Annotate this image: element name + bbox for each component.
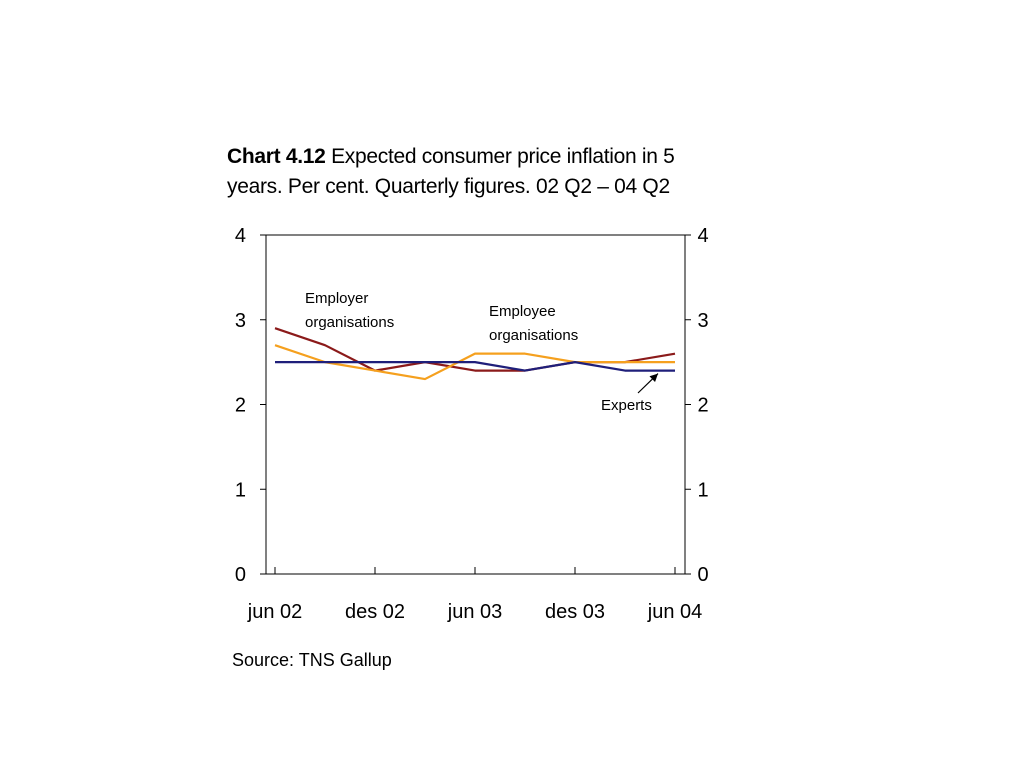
- y-tick-label-left: 0: [235, 564, 246, 586]
- chart-series: [274, 327, 676, 381]
- y-tick-label-left: 1: [235, 479, 246, 501]
- y-tick-label-right: 0: [697, 564, 708, 586]
- y-tick-label-left: 3: [235, 310, 246, 332]
- chart-number: Chart 4.12: [227, 145, 326, 168]
- series-line-experts: [275, 361, 675, 372]
- annotation-experts: Experts: [601, 397, 652, 414]
- y-tick-label-right: 2: [697, 395, 708, 417]
- annotation-employer: Employer organisations: [305, 290, 394, 331]
- y-tick-label-right: 3: [697, 310, 708, 332]
- annotation-employee-line: Employee: [489, 303, 556, 320]
- chart-title-text: Expected consumer price inflation in 5 y…: [227, 145, 675, 198]
- y-tick-label-right: 1: [697, 479, 708, 501]
- x-tick-label: jun 02: [247, 601, 303, 623]
- source-note: Source: TNS Gallup: [232, 650, 392, 670]
- experts-arrow-head: [649, 373, 658, 383]
- chart-annotations: Employer organisations Employee organisatio…: [305, 290, 659, 414]
- annotation-employer-line: organisations: [305, 314, 394, 331]
- x-tick-label: jun 04: [647, 601, 703, 623]
- y-tick-label-left: 4: [235, 225, 246, 247]
- y-tick-label-right: 4: [697, 225, 708, 247]
- series-line-employee-organisations: [274, 344, 675, 381]
- chart-axes: 0 0 1 1 2 2 3 3 4 4 jun 02 des 02 jun 03 des 03 jun 04: [235, 225, 709, 623]
- y-tick-label-left: 2: [235, 395, 246, 417]
- annotation-employee: Employee organisations: [489, 303, 578, 344]
- x-tick-label: des 02: [345, 601, 405, 623]
- x-tick-label: jun 03: [447, 601, 503, 623]
- annotation-employee-line: organisations: [489, 327, 578, 344]
- chart-title: Chart 4.12 Expected consumer price infla…: [227, 142, 707, 202]
- annotation-employer-line: Employer: [305, 290, 368, 307]
- x-tick-label: des 03: [545, 601, 605, 623]
